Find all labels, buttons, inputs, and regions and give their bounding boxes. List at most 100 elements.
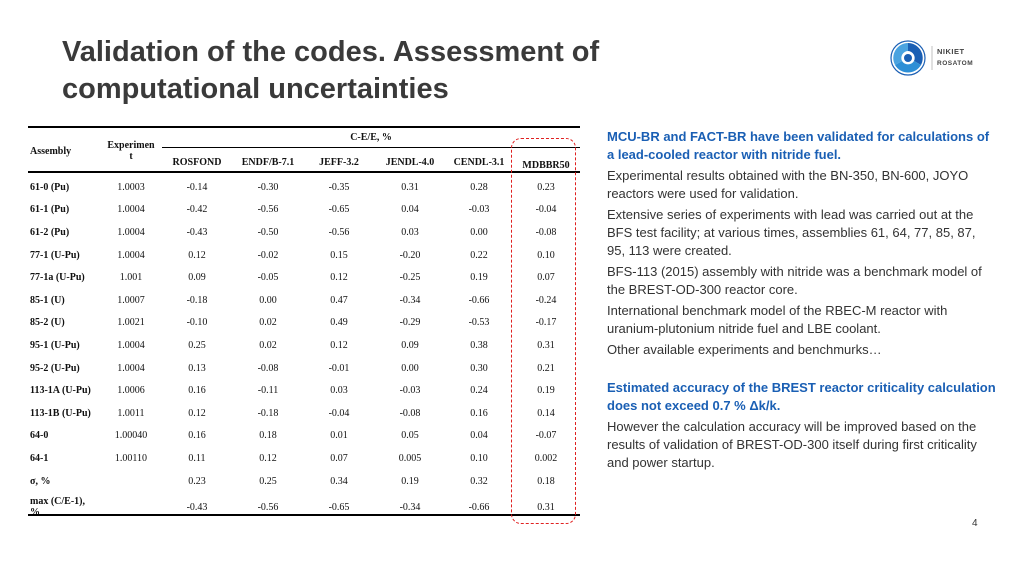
cell-value: -0.56 bbox=[328, 226, 350, 238]
cell-value: -0.05 bbox=[257, 272, 279, 284]
cell-experiment bbox=[100, 492, 162, 522]
cell-experiment: 1.0004 bbox=[117, 339, 145, 351]
cell-value: 0.32 bbox=[470, 475, 488, 487]
cell-value: 0.07 bbox=[537, 272, 555, 284]
table-top-rule bbox=[28, 126, 580, 128]
cell-experiment: 1.0004 bbox=[117, 204, 145, 216]
cell-assembly: 77-1a (U-Pu) bbox=[30, 272, 85, 284]
cell-value: 0.14 bbox=[537, 407, 555, 419]
header-col-jeff: JEFF-3.2 bbox=[319, 156, 359, 168]
cell-assembly: max (C/E-1),% bbox=[28, 492, 100, 522]
cell-value: 0.13 bbox=[188, 362, 206, 374]
table-row: 95-2 (U-Pu) 1.0004 0.13 -0.08 -0.01 0.00 0.30 0… bbox=[28, 357, 580, 380]
cell-value: -0.03 bbox=[468, 204, 490, 216]
cell-value: 0.30 bbox=[470, 362, 488, 374]
table-row: 77-1 (U-Pu) 1.0004 0.12 -0.02 0.15 -0.20 0.22 0… bbox=[28, 244, 580, 267]
cell-value: 0.28 bbox=[470, 181, 488, 193]
table-body: 61-0 (Pu) 1.0003 -0.14 -0.30 -0.35 0.31 0.28 0.… bbox=[28, 176, 580, 522]
cell-experiment: 1.00040 bbox=[114, 430, 148, 442]
cell-value: -0.14 bbox=[186, 181, 208, 193]
cell-value: 0.23 bbox=[188, 475, 206, 487]
slide-title-line2: computational uncertainties bbox=[62, 73, 449, 105]
table-row: σ, % 0.23 0.25 0.34 0.19 0.32 0.18 bbox=[28, 470, 580, 493]
cell-value: 0.19 bbox=[537, 385, 555, 397]
cell-value: 0.04 bbox=[401, 204, 419, 216]
rosatom-atom-icon bbox=[890, 40, 933, 76]
header-assembly: Assembly bbox=[30, 145, 72, 157]
cell-value: 0.01 bbox=[330, 430, 348, 442]
table-row: 85-2 (U) 1.0021 -0.10 0.02 0.49 -0.29 -0.53 -0.… bbox=[28, 312, 580, 335]
cell-experiment: 1.0004 bbox=[117, 249, 145, 261]
table-row: 61-1 (Pu) 1.0004 -0.42 -0.56 -0.65 0.04 -0.03 -… bbox=[28, 199, 580, 222]
slide-title-line1: Validation of the codes. Assessment of bbox=[62, 36, 600, 68]
cell-value: -0.53 bbox=[468, 317, 490, 329]
header-group-ce: C-E/E, % bbox=[350, 131, 392, 143]
header-col-rosfond: ROSFOND bbox=[172, 156, 222, 168]
table-bottom-rule bbox=[28, 514, 580, 516]
cell-value: -0.50 bbox=[257, 226, 279, 238]
table-row: 64-0 1.00040 0.16 0.18 0.01 0.05 0.04 -0.07 bbox=[28, 425, 580, 448]
cell-value: -0.65 bbox=[328, 204, 350, 216]
cell-value: 0.47 bbox=[330, 294, 348, 306]
cell-value: -0.20 bbox=[399, 249, 421, 261]
cell-experiment: 1.0007 bbox=[117, 294, 145, 306]
cell-value: 0.16 bbox=[470, 407, 488, 419]
cell-value: 0.12 bbox=[330, 272, 348, 284]
cell-value: -0.66 bbox=[468, 294, 490, 306]
cell-value: -0.43 bbox=[186, 226, 208, 238]
cell-value: 0.38 bbox=[470, 339, 488, 351]
cell-value: 0.18 bbox=[537, 475, 555, 487]
cell-assembly: 61-0 (Pu) bbox=[30, 181, 70, 193]
cell-value: 0.12 bbox=[188, 407, 206, 419]
cell-experiment: 1.00110 bbox=[114, 452, 148, 464]
cell-value: 0.00 bbox=[470, 226, 488, 238]
cell-value: -0.65 bbox=[328, 501, 350, 513]
cell-assembly: 95-1 (U-Pu) bbox=[30, 339, 80, 351]
table-row: 113-1A (U-Pu) 1.0006 0.16 -0.11 0.03 -0.03 0.2… bbox=[28, 379, 580, 402]
note-other: Other available experiments and benchmur… bbox=[607, 342, 882, 357]
header-experiment-line1: Experimen bbox=[107, 140, 155, 151]
cell-assembly: 61-2 (Pu) bbox=[30, 226, 70, 238]
cell-value: 0.10 bbox=[470, 452, 488, 464]
cell-value: 0.09 bbox=[188, 272, 206, 284]
cell-value: 0.18 bbox=[259, 430, 277, 442]
header-col-endf: ENDF/B-7.1 bbox=[241, 156, 295, 168]
cell-value: 0.23 bbox=[537, 181, 555, 193]
page-number: 4 bbox=[972, 518, 978, 529]
cell-value: 0.07 bbox=[330, 452, 348, 464]
cell-value: -0.03 bbox=[399, 385, 421, 397]
notes-panel: MCU-BR and FACT-BR have been validated f… bbox=[607, 128, 997, 472]
cell-value: 0.00 bbox=[401, 362, 419, 374]
cell-value: -0.18 bbox=[257, 407, 279, 419]
cell-value: -0.30 bbox=[257, 181, 279, 193]
note-validation-summary: MCU-BR and FACT-BR have been validated f… bbox=[607, 129, 990, 162]
cell-assembly: 61-1 (Pu) bbox=[30, 204, 70, 216]
cell-assembly: 113-1B (U-Pu) bbox=[30, 407, 91, 419]
cell-value: 0.49 bbox=[330, 317, 348, 329]
cell-assembly: σ, % bbox=[30, 475, 51, 487]
cell-value: 0.25 bbox=[259, 475, 277, 487]
cell-value: -0.01 bbox=[328, 362, 350, 374]
cell-value: 0.31 bbox=[537, 501, 555, 513]
header-col-cendl: CENDL-3.1 bbox=[453, 156, 505, 168]
cell-value: 0.16 bbox=[188, 385, 206, 397]
cell-assembly-line2: % bbox=[30, 507, 40, 519]
cell-value: -0.43 bbox=[186, 501, 208, 513]
cell-experiment: 1.0006 bbox=[117, 385, 145, 397]
cell-experiment: 1.0004 bbox=[117, 226, 145, 238]
cell-value: 0.22 bbox=[470, 249, 488, 261]
validation-table: Assembly Experimen t C-E/E, % ROSFOND EN… bbox=[28, 126, 580, 522]
cell-value: -0.17 bbox=[535, 317, 557, 329]
cell-experiment: 1.001 bbox=[119, 272, 143, 284]
cell-value: -0.10 bbox=[186, 317, 208, 329]
cell-value: 0.31 bbox=[401, 181, 419, 193]
cell-value: -0.34 bbox=[399, 501, 421, 513]
cell-value: -0.08 bbox=[257, 362, 279, 374]
cell-assembly: 85-2 (U) bbox=[30, 317, 65, 329]
table-row: 85-1 (U) 1.0007 -0.18 0.00 0.47 -0.34 -0.66 -0.… bbox=[28, 289, 580, 312]
note-accuracy: Estimated accuracy of the BREST reactor … bbox=[607, 380, 996, 413]
table-row: 95-1 (U-Pu) 1.0004 0.25 0.02 0.12 0.09 0.38 0.3… bbox=[28, 334, 580, 357]
cell-assembly: 64-0 bbox=[30, 430, 49, 442]
cell-value: 0.34 bbox=[330, 475, 348, 487]
note-bfs-series: Extensive series of experiments with lea… bbox=[607, 207, 976, 258]
